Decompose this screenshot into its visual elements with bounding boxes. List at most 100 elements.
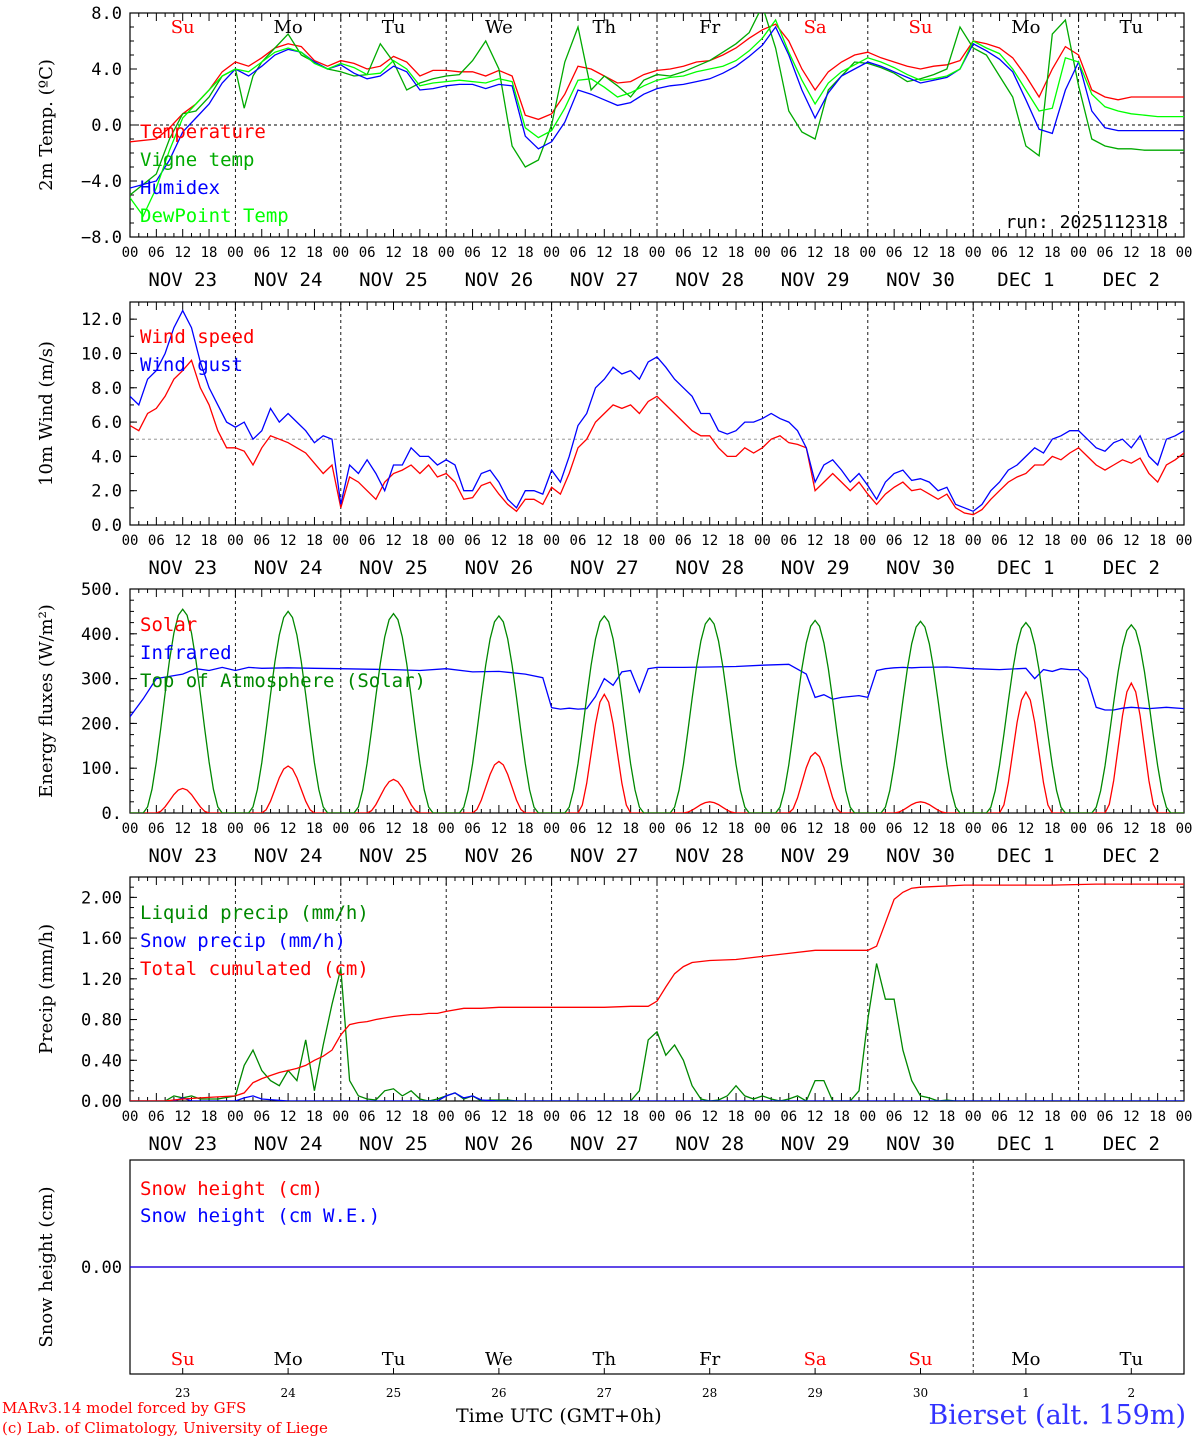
hour-tick-label: 06 [148,245,165,261]
hour-tick-label: 00 [227,821,244,837]
y-tick-label: 6.0 [91,413,122,433]
hour-tick-label: 06 [464,533,481,549]
hour-tick-label: 12 [1123,533,1140,549]
y-axis-label: Precip (mm/h) [36,924,57,1054]
hour-tick-label: 12 [1017,1109,1034,1125]
hour-tick-label: 06 [570,1109,587,1125]
hour-tick-label: 00 [965,821,982,837]
hour-tick-label: 18 [1149,1109,1166,1125]
series-line-temperature [130,23,1184,143]
y-tick-label: 200. [81,714,122,734]
hour-tick-label: 12 [1017,821,1034,837]
hour-tick-label: 18 [622,821,639,837]
weekday-label: We [485,17,513,38]
weekday-label: We [485,1349,513,1370]
weekday-label: Th [592,1349,616,1370]
y-tick-label: 8.0 [91,4,122,24]
y-tick-label: 0.40 [81,1051,122,1071]
hour-tick-label: 00 [965,245,982,261]
y-tick-label: 0.00 [81,1092,122,1112]
panel-snow: 0.00 Snow height (cm) Su 23 Mo 24 Tu 25 We 26 Th 27… [36,1159,1185,1400]
hour-tick-label: 18 [938,533,955,549]
date-label: NOV 29 [781,845,850,867]
hour-tick-label: 12 [912,821,929,837]
hour-tick-label: 00 [332,245,349,261]
hour-tick-label: 06 [991,533,1008,549]
hour-tick-label: 12 [701,1109,718,1125]
date-label: NOV 24 [254,845,323,867]
hour-tick-label: 18 [517,533,534,549]
y-tick-label: 300. [81,670,122,690]
date-label: NOV 25 [359,845,428,867]
date-label: NOV 24 [254,1133,323,1155]
y-tick-label: 0.00 [81,1258,122,1278]
weekday-label: Su [171,1349,195,1370]
y-tick-label: 2.00 [81,888,122,908]
y-tick-label: 0.0 [91,116,122,136]
hour-tick-label: 00 [122,1109,139,1125]
hour-tick-label: 12 [385,1109,402,1125]
hour-tick-label: 12 [385,245,402,261]
date-label: DEC 2 [1103,1133,1160,1155]
hour-tick-label: 12 [280,1109,297,1125]
date-label: NOV 28 [675,845,744,867]
hour-tick-label: 00 [122,245,139,261]
hour-tick-label: 06 [675,1109,692,1125]
y-tick-label: 12.0 [81,310,122,330]
series-line-solar [130,681,1184,813]
day-number-label: 23 [175,1386,190,1400]
date-label: NOV 30 [886,1133,955,1155]
hour-tick-label: 12 [174,1109,191,1125]
hour-tick-label: 18 [1149,821,1166,837]
hour-tick-label: 18 [411,245,428,261]
hour-tick-label: 00 [1070,1109,1087,1125]
weekday-label: Sa [804,1349,827,1370]
hour-tick-label: 00 [332,1109,349,1125]
hour-tick-label: 06 [991,821,1008,837]
hour-tick-label: 18 [306,821,323,837]
hour-tick-label: 12 [174,245,191,261]
date-label: NOV 25 [359,557,428,579]
hour-tick-label: 12 [280,245,297,261]
date-label: NOV 24 [254,269,323,291]
hour-tick-label: 00 [1070,533,1087,549]
hour-tick-label: 06 [253,245,270,261]
hour-tick-label: 18 [517,1109,534,1125]
date-label: NOV 23 [148,845,217,867]
legend-entry: Wind speed [140,326,254,348]
hour-tick-label: 18 [728,821,745,837]
hour-tick-label: 06 [1097,1109,1114,1125]
hour-tick-label: 18 [411,821,428,837]
hour-tick-label: 18 [1044,821,1061,837]
hour-tick-label: 06 [148,1109,165,1125]
series-line-infrared [130,663,1184,718]
hour-tick-label: 06 [570,821,587,837]
hour-tick-label: 12 [1123,245,1140,261]
hour-tick-label: 00 [649,245,666,261]
legend-entry: DewPoint Temp [140,205,289,227]
date-label: NOV 27 [570,845,639,867]
hour-tick-label: 00 [649,533,666,549]
hour-tick-label: 00 [649,1109,666,1125]
hour-tick-label: 06 [148,821,165,837]
y-tick-label: 4.0 [91,447,122,467]
weekday-label: Su [171,17,195,38]
date-label: NOV 27 [570,557,639,579]
weekday-label: Su [909,17,933,38]
date-label: NOV 28 [675,269,744,291]
hour-tick-label: 18 [1044,533,1061,549]
date-label: NOV 27 [570,1133,639,1155]
day-number-label: 2 [1127,1386,1135,1400]
hour-tick-label: 06 [991,245,1008,261]
series-line-vigne-temp [130,13,1184,196]
weekday-label: Fr [699,17,720,38]
hour-tick-label: 18 [833,533,850,549]
legend-entry: Top of Atmosphere (Solar) [140,670,426,692]
hour-tick-label: 12 [1017,245,1034,261]
hour-tick-label: 06 [780,245,797,261]
panel-wind: 0.0 2.0 4.0 6.0 8.0 10.0 12.0 10m Wind (m/s) 00 0… [36,301,1192,579]
hour-tick-label: 00 [965,1109,982,1125]
y-tick-label: 0.80 [81,1011,122,1031]
hour-tick-label: 18 [1044,245,1061,261]
hour-tick-label: 18 [411,1109,428,1125]
